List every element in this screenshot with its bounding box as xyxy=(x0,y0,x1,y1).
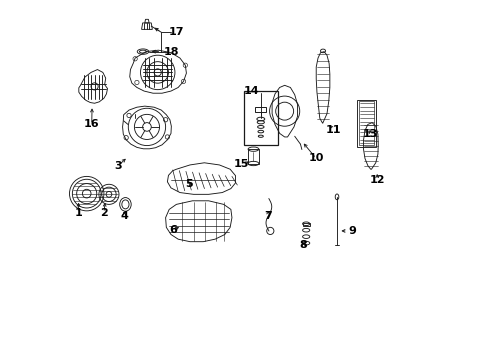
Text: 6: 6 xyxy=(168,225,176,235)
Text: 17: 17 xyxy=(168,27,184,37)
Text: 16: 16 xyxy=(84,120,100,129)
Text: 8: 8 xyxy=(299,240,307,250)
Text: 10: 10 xyxy=(308,153,323,163)
Bar xyxy=(357,100,375,147)
Text: 5: 5 xyxy=(185,179,192,189)
Text: 13: 13 xyxy=(362,129,378,139)
Text: 14: 14 xyxy=(244,86,259,96)
Bar xyxy=(244,91,277,145)
Bar xyxy=(255,107,265,112)
Text: 1: 1 xyxy=(74,208,82,218)
Bar xyxy=(302,223,309,226)
Text: 7: 7 xyxy=(264,211,271,221)
Bar xyxy=(247,149,258,163)
Bar xyxy=(359,102,373,145)
Text: 11: 11 xyxy=(325,125,341,135)
Text: 3: 3 xyxy=(114,161,122,171)
Text: 4: 4 xyxy=(120,211,128,221)
Text: 2: 2 xyxy=(100,208,107,218)
Text: 9: 9 xyxy=(347,226,355,236)
Text: 15: 15 xyxy=(233,159,248,169)
Text: 18: 18 xyxy=(163,46,179,57)
Text: 12: 12 xyxy=(368,175,384,185)
